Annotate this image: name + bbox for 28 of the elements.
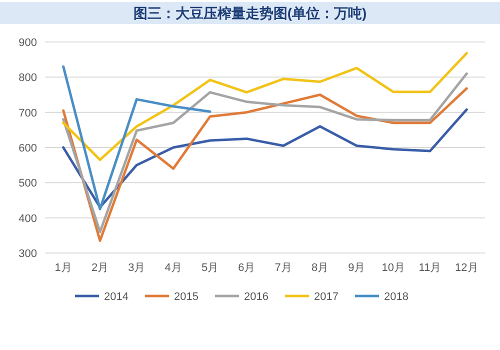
x-tick-label: 1月 (54, 262, 72, 274)
x-tick-label: 7月 (274, 262, 292, 274)
y-tick-label: 500 (18, 178, 37, 190)
x-tick-label: 5月 (201, 262, 219, 274)
x-tick-label: 8月 (311, 262, 329, 274)
y-tick-label: 900 (18, 37, 37, 49)
chart-title: 图三：大豆压榨量走势图(单位：万吨) (133, 5, 367, 21)
line-series (62, 65, 212, 210)
line-series (62, 52, 468, 162)
legend-label: 2018 (384, 291, 408, 303)
legend-label: 2016 (244, 291, 268, 303)
legend-label: 2015 (174, 291, 198, 303)
y-tick-label: 700 (18, 107, 37, 120)
y-tick-label: 400 (18, 212, 37, 225)
y-tick-label: 600 (18, 142, 37, 154)
legend-label: 2017 (314, 291, 338, 303)
x-tick-label: 4月 (164, 262, 182, 274)
y-tick-label: 300 (18, 248, 37, 260)
x-tick-label: 3月 (128, 262, 146, 274)
y-tick-label: 800 (18, 72, 37, 84)
x-tick-label: 2月 (91, 262, 109, 274)
line-series (62, 108, 468, 209)
x-tick-label: 11月 (418, 262, 442, 274)
legend-label: 2014 (104, 291, 128, 303)
x-tick-label: 10月 (382, 262, 405, 274)
x-tick-label: 6月 (238, 262, 256, 274)
x-tick-label: 9月 (348, 262, 366, 274)
x-tick-label: 12月 (455, 262, 478, 274)
